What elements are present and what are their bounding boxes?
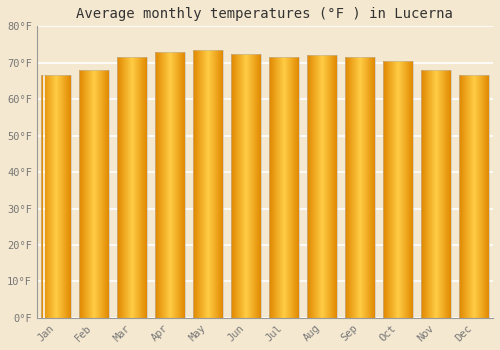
Bar [421,70,451,318]
Bar [117,57,146,318]
Bar [79,70,108,318]
Bar [41,76,70,318]
Bar [231,54,260,318]
Bar [155,52,184,318]
Bar [307,55,337,318]
Bar [345,57,375,318]
Bar [383,61,413,318]
Bar [459,76,489,318]
Title: Average monthly temperatures (°F ) in Lucerna: Average monthly temperatures (°F ) in Lu… [76,7,454,21]
Bar [193,50,222,318]
Bar [269,57,299,318]
